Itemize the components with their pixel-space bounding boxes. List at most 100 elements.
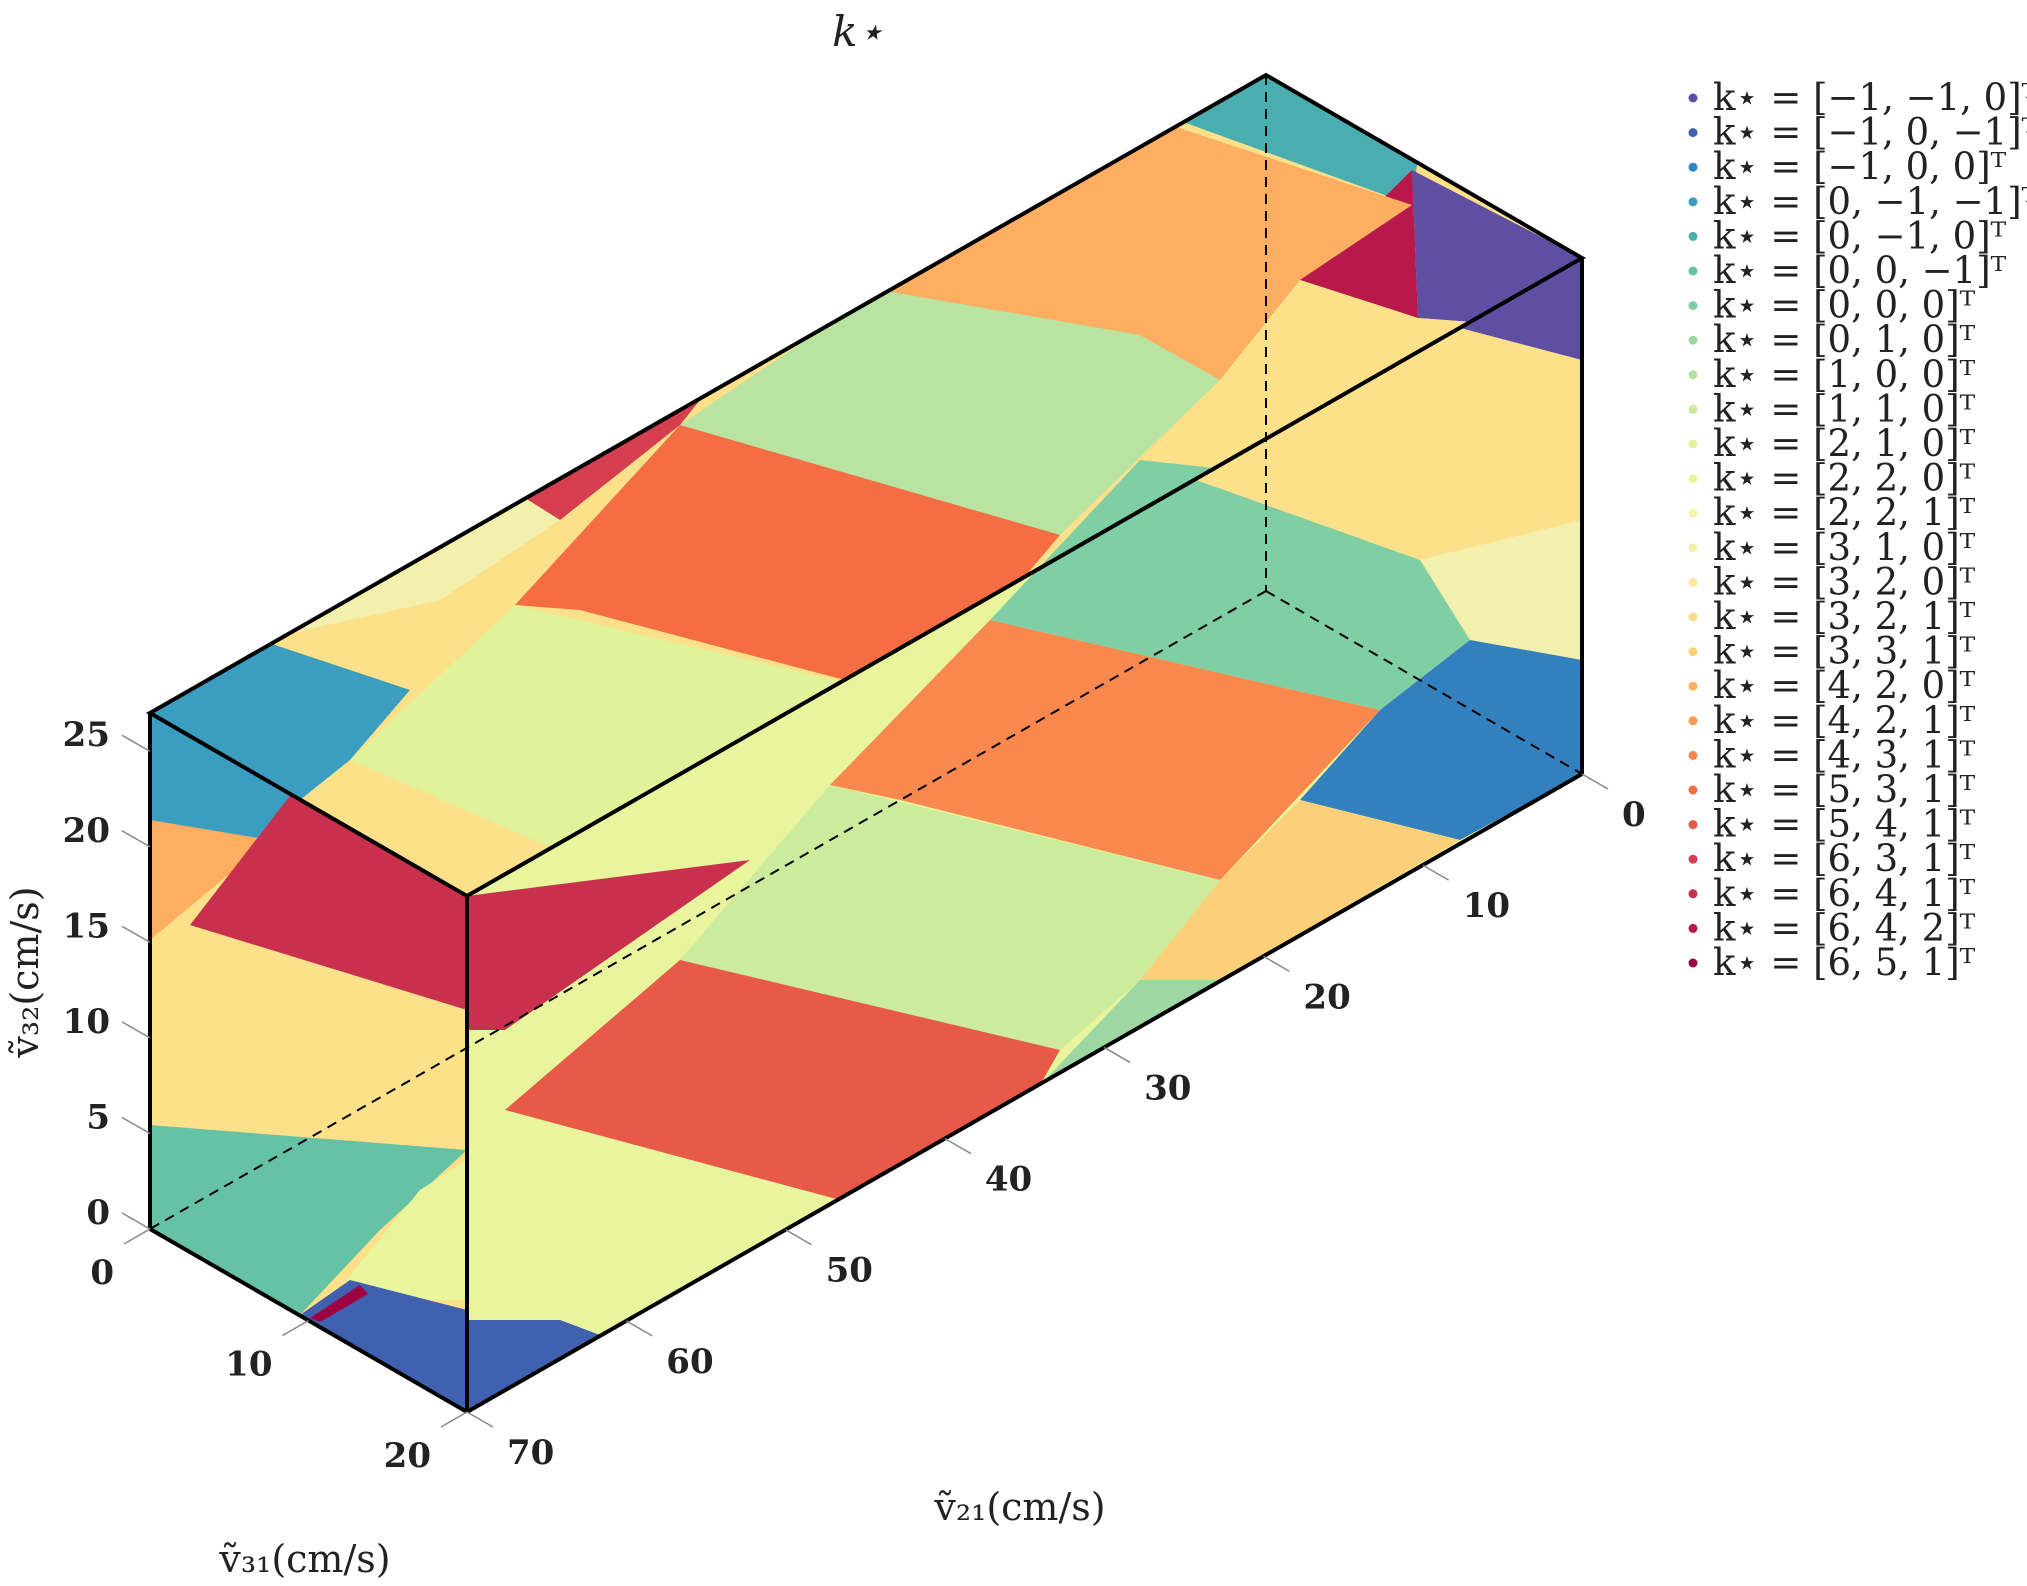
- legend-label: k⋆ = [3, 3, 1]ᵀ: [1713, 630, 1976, 673]
- x-tick-label: 40: [985, 1160, 1032, 1200]
- x-tick-mark: [944, 1137, 972, 1155]
- legend-marker: [1688, 474, 1698, 484]
- x-tick-mark: [1581, 773, 1609, 790]
- legend-marker: [1688, 508, 1698, 518]
- z-tick-mark: [121, 1021, 151, 1039]
- y-tick-mark: [123, 1228, 151, 1245]
- z-tick-label: 10: [63, 1002, 110, 1042]
- legend-marker: [1688, 785, 1698, 795]
- legend-label: k⋆ = [3, 2, 0]ᵀ: [1713, 560, 1976, 603]
- legend-marker: [1688, 231, 1698, 241]
- z-tick-label: 0: [86, 1193, 110, 1233]
- legend-label: k⋆ = [0, 0, −1]ᵀ: [1713, 249, 2007, 292]
- x-tick-mark: [1422, 864, 1450, 881]
- legend-marker: [1688, 820, 1698, 830]
- legend-label: k⋆ = [6, 3, 1]ᵀ: [1713, 837, 1976, 880]
- legend-marker: [1688, 681, 1698, 691]
- x-tick-label: 30: [1144, 1068, 1191, 1108]
- legend-label: k⋆ = [5, 3, 1]ᵀ: [1713, 768, 1976, 811]
- y-tick-mark: [282, 1319, 309, 1337]
- box-edge-bottom-front: [466, 772, 1583, 1414]
- x-tick-mark: [785, 1229, 812, 1246]
- legend-label: k⋆ = [6, 4, 2]ᵀ: [1713, 906, 1976, 949]
- x-tick-label: 20: [1303, 977, 1350, 1017]
- y-tick-label: 10: [225, 1345, 272, 1385]
- x-tick-label: 50: [826, 1251, 873, 1291]
- legend-label: k⋆ = [4, 2, 0]ᵀ: [1713, 664, 1976, 707]
- legend-label: k⋆ = [4, 2, 1]ᵀ: [1713, 699, 1976, 742]
- legend-marker: [1688, 301, 1698, 311]
- region-side-k-6-5-1: [310, 1285, 368, 1322]
- region-side-k-m1-0-m1: [300, 1280, 467, 1412]
- x-tick-label: 60: [666, 1342, 713, 1382]
- legend-marker: [1688, 93, 1698, 103]
- legend-marker: [1688, 543, 1698, 553]
- x-axis-label: ṽ₂₁(cm/s): [933, 1485, 1105, 1529]
- z-tick-label: 5: [86, 1097, 110, 1137]
- hidden-edge-v21: [149, 590, 1267, 1230]
- legend-marker: [1688, 889, 1698, 899]
- y-axis-ticks: 0 10 20: [90, 1228, 468, 1476]
- z-tick-mark: [121, 925, 151, 943]
- legend-label: k⋆ = [−1, 0, −1]ᵀ: [1713, 111, 2027, 154]
- legend-label: k⋆ = [2, 2, 1]ᵀ: [1713, 491, 1976, 534]
- z-tick-label: 20: [63, 811, 110, 851]
- region-top-k-5-3-1: [515, 425, 1060, 700]
- legend-marker: [1688, 923, 1698, 933]
- z-tick-mark: [121, 1116, 151, 1135]
- legend-marker: [1688, 197, 1698, 207]
- region-side-k-4-2-0: [150, 820, 270, 940]
- legend-marker: [1688, 612, 1698, 622]
- legend: k⋆ = [−1, −1, 0]ᵀk⋆ = [−1, 0, −1]ᵀk⋆ = […: [1688, 76, 2027, 984]
- legend-marker: [1688, 404, 1698, 414]
- z-tick-label: 15: [63, 906, 110, 946]
- legend-marker: [1688, 958, 1698, 968]
- y-tick-mark: [440, 1411, 468, 1428]
- x-tick-mark: [1263, 955, 1290, 972]
- legend-label: k⋆ = [6, 5, 1]ᵀ: [1713, 941, 1976, 984]
- x-tick-label: 10: [1463, 886, 1510, 926]
- legend-label: k⋆ = [0, 0, 0]ᵀ: [1713, 284, 1976, 327]
- region-front-k-5-4-1: [505, 960, 1060, 1200]
- legend-marker: [1688, 266, 1698, 276]
- legend-label: k⋆ = [4, 3, 1]ᵀ: [1713, 733, 1976, 776]
- legend-label: k⋆ = [3, 1, 0]ᵀ: [1713, 526, 1976, 569]
- legend-label: k⋆ = [1, 0, 0]ᵀ: [1713, 353, 1976, 396]
- region-side-k-0-0-m1: [150, 1125, 467, 1315]
- region-top-k-0-m1-m1: [150, 640, 410, 800]
- legend-marker: [1688, 439, 1698, 449]
- x-tick-mark: [1103, 1046, 1131, 1064]
- legend-label: k⋆ = [−1, 0, 0]ᵀ: [1713, 145, 2007, 188]
- legend-label: k⋆ = [−1, −1, 0]ᵀ: [1713, 76, 2027, 119]
- legend-label: k⋆ = [3, 2, 1]ᵀ: [1713, 595, 1976, 638]
- region-front-k-m1-0-0: [1300, 640, 1582, 840]
- legend-marker: [1688, 577, 1698, 587]
- legend-marker: [1688, 162, 1698, 172]
- x-tick-mark: [625, 1320, 653, 1337]
- y-tick-label: 20: [384, 1436, 431, 1476]
- legend-marker: [1688, 370, 1698, 380]
- legend-label: k⋆ = [6, 4, 1]ᵀ: [1713, 872, 1976, 915]
- region-front-k-4-3-1: [830, 620, 1380, 880]
- region-front-k-3-3-1: [1140, 800, 1460, 980]
- z-tick-label: 25: [63, 715, 110, 755]
- legend-marker: [1688, 716, 1698, 726]
- z-tick-mark: [121, 1212, 151, 1230]
- legend-marker: [1688, 750, 1698, 760]
- legend-marker: [1688, 335, 1698, 345]
- legend-label: k⋆ = [0, −1, −1]ᵀ: [1713, 180, 2027, 223]
- y-axis-label: ṽ₃₁(cm/s): [218, 1537, 390, 1581]
- legend-label: k⋆ = [2, 1, 0]ᵀ: [1713, 422, 1976, 465]
- region-side-k-2-2-0: [330, 1160, 467, 1300]
- legend-label: k⋆ = [2, 2, 0]ᵀ: [1713, 457, 1976, 500]
- legend-label: k⋆ = [0, 1, 0]ᵀ: [1713, 318, 1976, 361]
- legend-label: k⋆ = [0, −1, 0]ᵀ: [1713, 214, 2007, 257]
- region-front-k-2-2-1: [1420, 520, 1582, 660]
- x-axis-ticks: 0 10 20 30 40 50 60 70: [466, 773, 1646, 1473]
- x-tick-label: 70: [507, 1433, 554, 1473]
- x-tick-label: 0: [1622, 795, 1646, 835]
- region-top-k-6-3-1: [520, 400, 700, 520]
- region-front-k-3-2-0: [1140, 320, 1582, 560]
- region-front-k-6-4-1-b: [467, 860, 750, 1030]
